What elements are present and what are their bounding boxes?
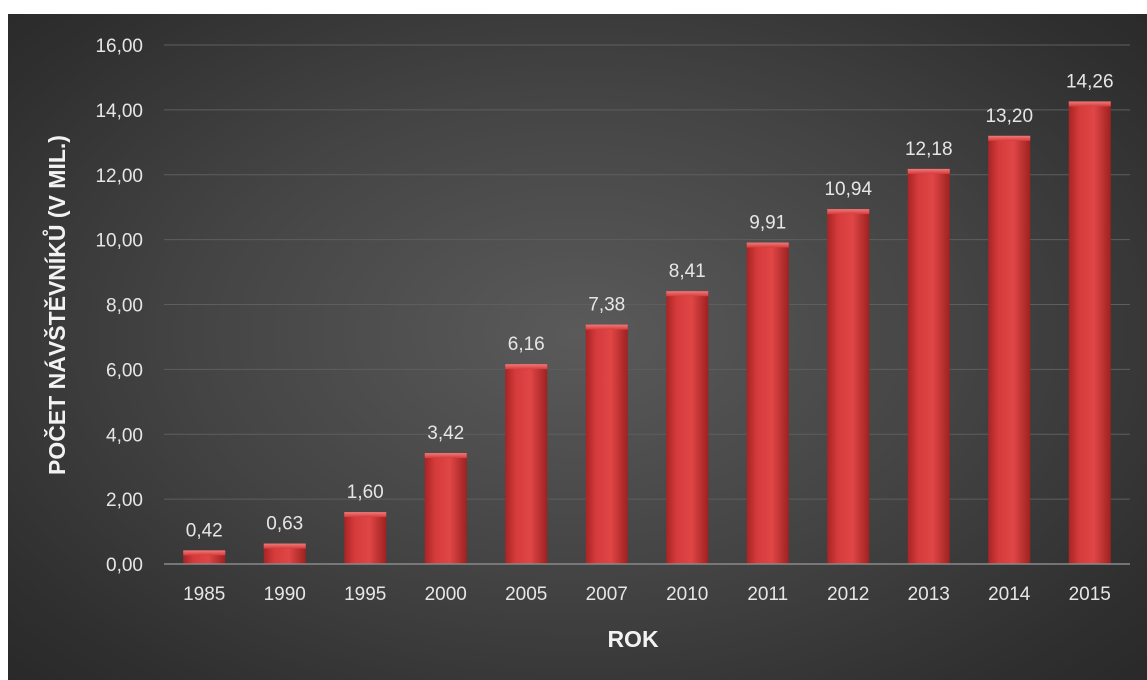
- bar-2012: [827, 209, 870, 565]
- y-tick-label: 8,00: [106, 296, 143, 317]
- data-label: 1,60: [347, 482, 384, 503]
- data-label: 12,18: [905, 139, 953, 160]
- data-label: 9,91: [749, 213, 786, 234]
- x-tick-label: 2013: [908, 584, 950, 605]
- bar-2005: [505, 364, 548, 564]
- x-tick-label: 2010: [666, 584, 708, 605]
- x-axis-ticks: 1985 1990 1995 2000 2005 2007 2010 2011 2012 2013…: [183, 584, 1111, 605]
- y-tick-label: 10,00: [95, 231, 143, 252]
- bar-top-bevel: [585, 324, 628, 330]
- bar-top-bevel: [988, 135, 1031, 141]
- y-tick-label: 16,00: [95, 36, 143, 57]
- x-tick-label: 2011: [747, 584, 788, 605]
- x-tick-label: 1985: [183, 584, 225, 605]
- bar: [988, 135, 1031, 564]
- gridlines: [164, 44, 1130, 500]
- data-label: 10,94: [824, 179, 872, 200]
- bar-top-bevel: [746, 242, 789, 248]
- data-labels: 0,42 0,63 1,60 3,42 6,16 7,38 8,41 9,91 10,94 12,…: [186, 71, 1114, 541]
- bar-top-bevel: [424, 453, 467, 459]
- bar-1995: [344, 512, 387, 564]
- bar-2010: [666, 291, 709, 564]
- data-label: 14,26: [1066, 71, 1114, 92]
- bar: [505, 364, 548, 564]
- x-tick-label: 2007: [586, 584, 628, 605]
- y-tick-label: 14,00: [95, 101, 143, 122]
- bar: [1068, 101, 1111, 564]
- bar-top-bevel: [666, 291, 709, 297]
- bar: [424, 453, 467, 564]
- x-tick-label: 1995: [344, 584, 386, 605]
- data-label: 0,42: [186, 520, 223, 541]
- bar: [263, 543, 306, 564]
- bars: [183, 101, 1111, 565]
- bar-2015: [1068, 101, 1111, 564]
- x-tick-label: 2005: [505, 584, 547, 605]
- bar-top-bevel: [907, 168, 950, 174]
- bar-2014: [988, 135, 1031, 564]
- x-tick-label: 1990: [264, 584, 306, 605]
- x-tick-label: 2015: [1069, 584, 1111, 605]
- bar-top-bevel: [344, 512, 387, 518]
- bar: [827, 209, 870, 565]
- y-axis-ticks: 0,00 2,00 4,00 6,00 8,00 10,00 12,00 14,00 16,00: [95, 36, 143, 576]
- data-label: 7,38: [588, 295, 625, 316]
- y-tick-label: 2,00: [106, 490, 143, 511]
- bar: [344, 512, 387, 564]
- bar-top-bevel: [263, 543, 306, 549]
- data-label: 6,16: [508, 334, 545, 355]
- x-tick-label: 2014: [988, 584, 1031, 605]
- data-label: 0,63: [266, 514, 303, 535]
- bar-1985: [183, 550, 226, 564]
- bar-2007: [585, 324, 628, 564]
- data-label: 8,41: [669, 261, 706, 282]
- y-tick-label: 12,00: [95, 166, 143, 187]
- y-axis-title: POČET NÁVŠTĚVNÍKŮ (V MIL.): [41, 135, 70, 475]
- bar-2011: [746, 242, 789, 564]
- data-label: 13,20: [985, 106, 1033, 127]
- data-label: 3,42: [427, 423, 464, 444]
- y-tick-label: 6,00: [106, 360, 143, 381]
- bar: [907, 168, 950, 564]
- bar: [666, 291, 709, 564]
- x-tick-label: 2000: [425, 584, 467, 605]
- bar-2013: [907, 168, 950, 564]
- y-tick-label: 4,00: [106, 425, 143, 446]
- x-axis-title: ROK: [607, 626, 659, 652]
- bar-top-bevel: [1068, 101, 1111, 107]
- bar-top-bevel: [827, 209, 870, 215]
- bar: [746, 242, 789, 564]
- bar-top-bevel: [183, 550, 226, 556]
- bar-1990: [263, 543, 306, 564]
- bar-2000: [424, 453, 467, 564]
- chart-background: [8, 14, 1147, 680]
- x-tick-label: 2012: [827, 584, 869, 605]
- bar-top-bevel: [505, 364, 548, 370]
- bar: [585, 324, 628, 564]
- y-tick-label: 0,00: [106, 555, 143, 576]
